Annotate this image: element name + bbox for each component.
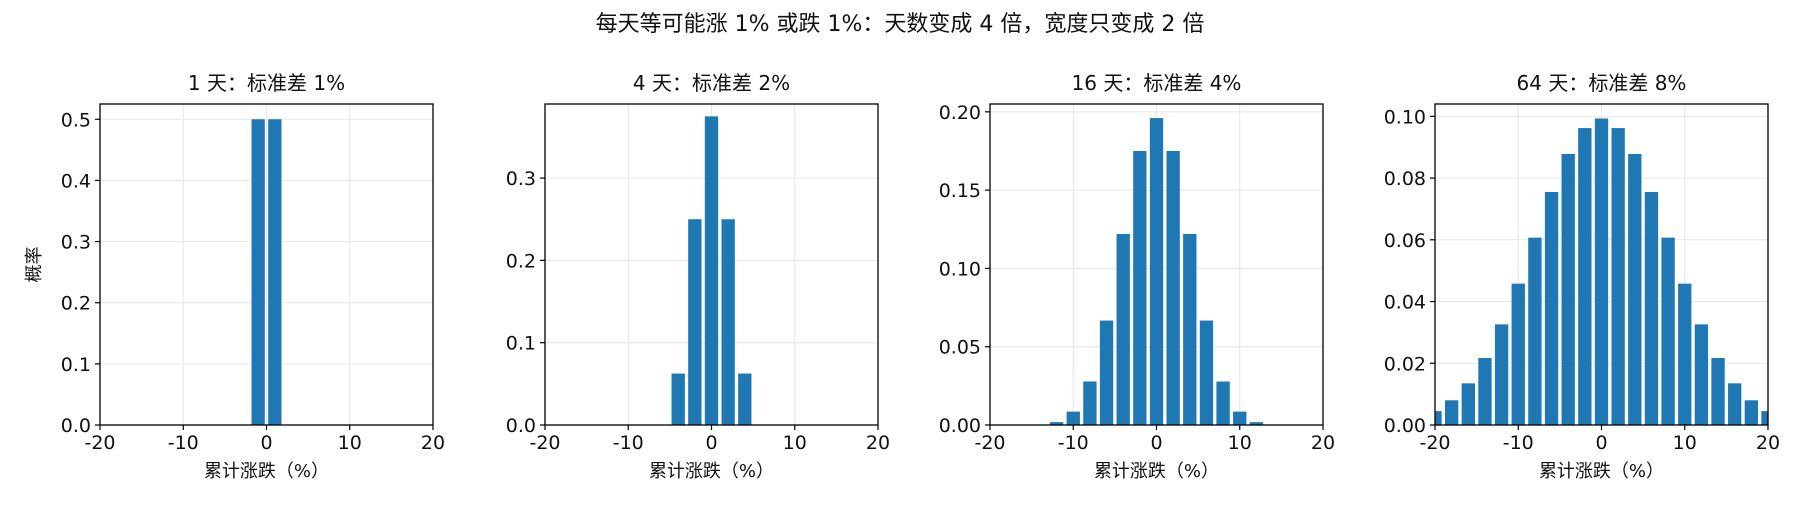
- panel-3-xlabel: 累计涨跌（%）: [1094, 461, 1219, 482]
- panel-2-ytick-label-0: 0.0: [506, 415, 536, 437]
- panel-4-bar-19: [1744, 400, 1759, 425]
- panel-2-title: 4 天：标准差 2%: [633, 71, 790, 95]
- panel-4-bar-12: [1628, 154, 1642, 425]
- panel-4-bar-15: [1678, 283, 1692, 425]
- panel-3-ytick-label-4: 0.20: [939, 102, 981, 124]
- panel-1-bar-1: [268, 119, 282, 425]
- panel-3-bar-8: [1149, 118, 1164, 425]
- panel-4-bar-3: [1478, 358, 1492, 425]
- panel-4-ytick-label-1: 0.02: [1384, 353, 1426, 375]
- panel-4-title: 64 天：标准差 8%: [1517, 71, 1687, 95]
- panel-2-bar-2: [704, 116, 719, 425]
- panel-1-title: 1 天：标准差 1%: [188, 71, 345, 95]
- panel-3-bar-13: [1233, 411, 1247, 425]
- panel-1-ytick-label-2: 0.2: [61, 293, 91, 315]
- panel-4-bars: [1435, 118, 1768, 425]
- panel-3-ytick-label-2: 0.10: [939, 258, 981, 280]
- panel-1-xtick-label-3: 10: [338, 432, 362, 454]
- panel-3-bar-14: [1249, 422, 1264, 425]
- panel-3-bar-6: [1116, 233, 1130, 425]
- panel-3-bar-9: [1166, 150, 1180, 425]
- panel-4-bar-16: [1694, 324, 1709, 425]
- panel-4-bar-0: [1435, 411, 1442, 425]
- panel-3-xtick-label-2: 0: [1150, 432, 1162, 454]
- panel-3-bar-3: [1066, 411, 1080, 425]
- panel-2-ytick-label-2: 0.2: [506, 250, 536, 272]
- panel-4-ytick-label-5: 0.10: [1384, 106, 1426, 128]
- panel-1-ytick-label-3: 0.3: [61, 232, 91, 254]
- panel-3-bar-4: [1083, 381, 1097, 425]
- panel-4-bar-5: [1511, 283, 1525, 425]
- panel-4-bar-14: [1661, 237, 1675, 425]
- panel-4-bar-8: [1561, 154, 1575, 425]
- panel-1-xtick-label-4: 20: [421, 432, 445, 454]
- panel-3-ytick-label-3: 0.15: [939, 180, 981, 202]
- panel-2-ytick-label-3: 0.3: [506, 168, 536, 190]
- panel-3-xtick-label-1: -10: [1058, 432, 1089, 454]
- panel-1-ylabel: 概率: [24, 247, 45, 283]
- panel-3-title: 16 天：标准差 4%: [1072, 71, 1242, 95]
- panel-4-bar-1: [1444, 400, 1459, 425]
- panel-3-ytick-label-1: 0.05: [939, 337, 981, 359]
- panel-2-bar-0: [671, 373, 685, 425]
- panel-4-bar-11: [1611, 128, 1625, 425]
- panel-2-bars: [671, 116, 752, 425]
- panel-4-bar-4: [1494, 324, 1509, 425]
- panel-4-bar-9: [1578, 128, 1592, 425]
- panel-4-bar-13: [1644, 191, 1659, 425]
- panel-2-bar-1: [688, 219, 702, 425]
- panel-3-bar-10: [1183, 233, 1197, 425]
- panel-2-ytick-label-1: 0.1: [506, 333, 536, 355]
- panel-2-xtick-label-4: 20: [866, 432, 890, 454]
- panel-4-ytick-label-2: 0.04: [1384, 292, 1426, 314]
- panel-4-xtick-label-1: -10: [1503, 432, 1534, 454]
- figure-title: 每天等可能涨 1% 或跌 1%：天数变成 4 倍，宽度只变成 2 倍: [595, 12, 1205, 37]
- panel-4-ytick-label-4: 0.08: [1384, 168, 1426, 190]
- panel-4-bar-10: [1594, 118, 1609, 425]
- panel-2-bar-3: [721, 219, 735, 425]
- panel-1-ytick-label-0: 0.0: [61, 415, 91, 437]
- panel-4-bar-18: [1728, 383, 1742, 425]
- panel-3-bar-5: [1099, 320, 1114, 425]
- panel-3-ytick-label-0: 0.00: [939, 415, 981, 437]
- panel-4-ytick-label-3: 0.06: [1384, 230, 1426, 252]
- panel-2-xtick-label-1: -10: [613, 432, 644, 454]
- panel-1-xtick-label-1: -10: [168, 432, 199, 454]
- panel-2-xtick-label-2: 0: [705, 432, 717, 454]
- panel-1-xlabel: 累计涨跌（%）: [204, 461, 329, 482]
- panel-4-bar-7: [1544, 191, 1559, 425]
- panel-3-bar-7: [1133, 150, 1147, 425]
- panel-4-ytick-label-0: 0.00: [1384, 415, 1426, 437]
- panel-2-bar-4: [738, 373, 752, 425]
- panel-1-ytick-label-1: 0.1: [61, 354, 91, 376]
- panel-3-bar-11: [1199, 320, 1214, 425]
- panel-4-xlabel: 累计涨跌（%）: [1539, 461, 1664, 482]
- panel-3-xtick-label-0: -20: [974, 432, 1005, 454]
- panel-4-bar-2: [1461, 383, 1475, 425]
- panel-3-xtick-label-3: 10: [1228, 432, 1252, 454]
- panel-4-xtick-label-3: 10: [1673, 432, 1697, 454]
- panel-2-xlabel: 累计涨跌（%）: [649, 461, 774, 482]
- panel-4-xtick-label-4: 20: [1756, 432, 1780, 454]
- panel-4-bar-6: [1528, 237, 1542, 425]
- panel-1-xtick-label-2: 0: [260, 432, 272, 454]
- panel-1-xtick-label-0: -20: [84, 432, 115, 454]
- panel-3-bar-2: [1049, 422, 1064, 425]
- panel-1-bars: [251, 119, 282, 425]
- panel-4-bar-17: [1711, 358, 1725, 425]
- panel-2-xtick-label-3: 10: [783, 432, 807, 454]
- panel-1-ytick-label-4: 0.4: [61, 170, 91, 192]
- panel-4-xtick-label-0: -20: [1419, 432, 1450, 454]
- panel-1-ytick-label-5: 0.5: [61, 109, 91, 131]
- panel-3-xtick-label-4: 20: [1311, 432, 1335, 454]
- panel-3-bar-12: [1216, 381, 1230, 425]
- panel-3-bars: [1016, 118, 1297, 425]
- panel-4-xtick-label-2: 0: [1595, 432, 1607, 454]
- panel-2-xtick-label-0: -20: [529, 432, 560, 454]
- panel-4-bar-20: [1761, 411, 1768, 425]
- panel-1-bar-0: [251, 119, 265, 425]
